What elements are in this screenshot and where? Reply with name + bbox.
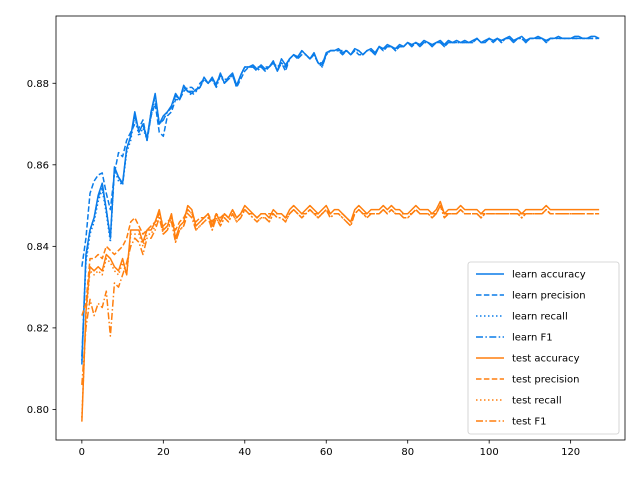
series-line-test-recall xyxy=(81,204,600,418)
series-line-test-precision xyxy=(81,204,600,316)
x-tick-label: 60 xyxy=(320,447,333,458)
x-tick-label: 100 xyxy=(480,447,499,458)
x-tick-label: 120 xyxy=(561,447,580,458)
y-tick-label: 0.88 xyxy=(27,79,49,90)
legend: learn accuracy learn precision learn recal… xyxy=(467,261,620,435)
y-tick-label: 0.80 xyxy=(27,405,49,416)
y-tick-label: 0.82 xyxy=(27,323,49,334)
legend-label: test accuracy xyxy=(512,354,580,365)
series-line-test-accuracy xyxy=(81,200,600,422)
x-axis: 0 20 40 60 80 100 120 xyxy=(79,440,580,458)
x-tick-label: 20 xyxy=(157,447,170,458)
legend-label: test recall xyxy=(512,396,562,407)
legend-label: learn accuracy xyxy=(512,270,586,281)
series-line-learn-F1 xyxy=(81,37,600,357)
legend-label: test F1 xyxy=(512,417,547,428)
y-axis: 0.80 0.82 0.84 0.86 0.88 xyxy=(27,79,56,416)
series-layer xyxy=(81,35,600,422)
x-tick-label: 0 xyxy=(79,447,85,458)
legend-label: learn recall xyxy=(512,312,568,323)
x-tick-label: 80 xyxy=(401,447,414,458)
legend-box xyxy=(467,261,620,435)
y-tick-label: 0.84 xyxy=(27,242,49,253)
x-tick-label: 40 xyxy=(238,447,251,458)
legend-label: test precision xyxy=(512,375,580,386)
legend-label: learn F1 xyxy=(512,333,553,344)
y-tick-label: 0.86 xyxy=(27,160,49,171)
legend-label: learn precision xyxy=(512,291,586,302)
plot-frame xyxy=(55,15,626,441)
